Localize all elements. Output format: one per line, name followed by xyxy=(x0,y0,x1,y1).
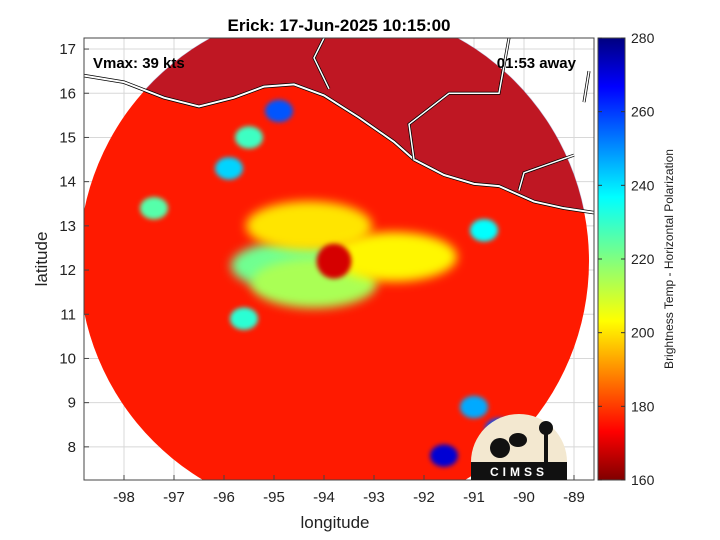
y-tick-label: 12 xyxy=(59,262,76,279)
x-tick-label: -91 xyxy=(463,489,485,506)
y-tick-label: 17 xyxy=(59,41,76,58)
y-tick-label: 13 xyxy=(59,218,76,235)
x-tick-label: -92 xyxy=(413,489,435,506)
feature-convection-10.9 xyxy=(230,307,258,330)
feature-convection-14.3 xyxy=(215,157,243,180)
logo-dish-2-icon xyxy=(509,433,527,447)
border-2 xyxy=(518,154,575,191)
x-tick-labels: -98 -97 -96 -95 -94 -93 -92 -91 -90 -89 xyxy=(113,475,585,506)
colorbar-ticks: 160 180 200 220 240 260 280 xyxy=(598,30,655,488)
x-tick-label: -95 xyxy=(263,489,285,506)
feature-convection-13.4 xyxy=(140,196,168,220)
x-tick-label: -97 xyxy=(163,489,185,506)
border-3 xyxy=(583,71,590,103)
logo-tower-icon xyxy=(544,428,548,462)
feature-eastern-band xyxy=(331,232,457,282)
storm-eye xyxy=(316,243,352,279)
chart-title: Erick: 17-Jun-2025 10:15:00 xyxy=(227,16,450,35)
border-1 xyxy=(408,38,510,160)
y-tick-labels: 8 9 10 11 12 13 14 15 16 17 xyxy=(59,41,89,456)
y-tick-label: 16 xyxy=(59,85,76,102)
x-tick-label: -96 xyxy=(213,489,235,506)
x-tick-label: -94 xyxy=(313,489,335,506)
y-tick-label: 9 xyxy=(68,395,76,412)
x-tick-label: -89 xyxy=(563,489,585,506)
feature-convection-15.6 xyxy=(265,99,293,123)
colorbar-tick-label: 260 xyxy=(631,104,655,120)
swath-group xyxy=(84,38,589,480)
y-tick-label: 15 xyxy=(59,129,76,146)
y-tick-label: 11 xyxy=(60,306,76,323)
y-tick-label: 8 xyxy=(68,439,76,456)
cimss-logo: CIMSS xyxy=(471,414,567,480)
logo-band xyxy=(471,462,567,480)
coastline-group xyxy=(84,38,594,215)
time-away-label: 01:53 away xyxy=(497,55,577,72)
colorbar-tick-label: 240 xyxy=(631,177,655,193)
feature-convection-7.8 xyxy=(430,444,458,467)
land-mask xyxy=(84,38,590,213)
feature-northern-band xyxy=(246,201,372,251)
colorbar-label: Brightness Temp - Horizontal Polarizatio… xyxy=(662,149,676,369)
y-axis-label: latitude xyxy=(32,232,51,287)
colorbar-tick-label: 220 xyxy=(631,251,655,267)
y-tick-label: 10 xyxy=(59,350,76,367)
colorbar-tick-label: 200 xyxy=(631,325,655,341)
feature-convection-12.9 xyxy=(470,219,498,242)
x-tick-label: -98 xyxy=(113,489,135,506)
feature-convection-15.1 xyxy=(235,126,263,149)
vmax-label: Vmax: 39 kts xyxy=(93,55,185,72)
colorbar-tick-label: 160 xyxy=(631,472,655,488)
feature-convection-8.8 xyxy=(460,395,488,419)
logo-tank-icon xyxy=(539,421,553,435)
x-axis-label: longitude xyxy=(300,513,369,532)
colorbar-tick-label: 280 xyxy=(631,30,655,46)
logo-text: CIMSS xyxy=(490,465,548,479)
border-0 xyxy=(313,38,330,90)
plot-frame xyxy=(83,37,595,481)
logo-dish-icon xyxy=(490,438,510,458)
x-tick-label: -93 xyxy=(363,489,385,506)
colorbar-tick-label: 180 xyxy=(631,398,655,414)
features-group xyxy=(140,99,513,467)
x-tick-label: -90 xyxy=(513,489,535,506)
colorbar xyxy=(597,37,626,481)
coastline xyxy=(84,74,594,214)
y-tick-label: 14 xyxy=(59,174,76,191)
